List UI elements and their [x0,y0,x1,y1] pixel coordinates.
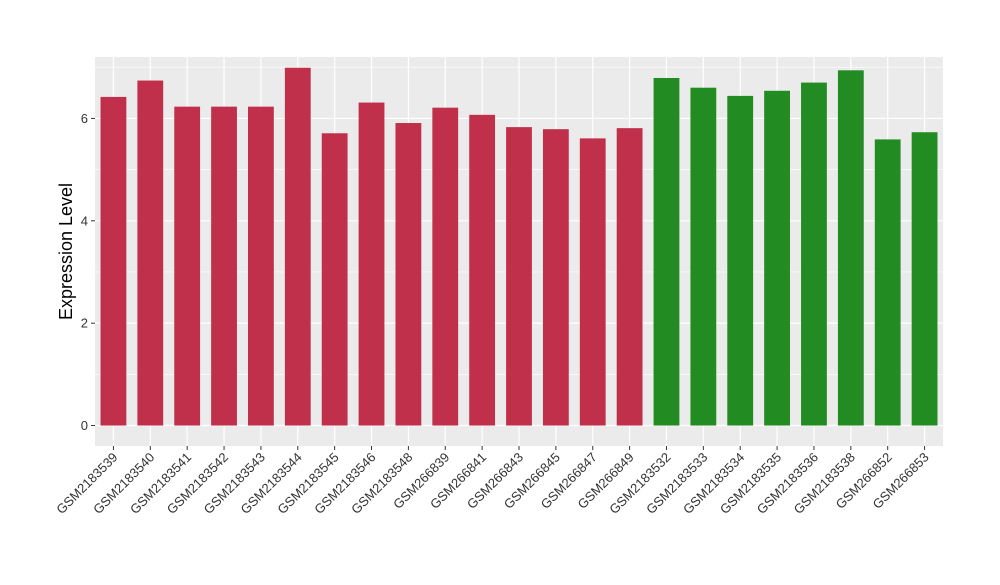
bar-GSM266853 [911,132,938,426]
bar-GSM2183535 [764,90,790,426]
bar-GSM266841 [469,114,496,426]
bar-GSM2183545 [321,133,348,426]
bar-GSM2183540 [137,80,164,426]
bar-GSM266849 [616,128,643,426]
bar-GSM2183542 [211,106,237,426]
bar-GSM266839 [432,107,459,426]
bar-GSM2183546 [358,102,385,426]
bar-GSM2183533 [690,87,717,426]
y-tick-label: 0 [81,418,88,433]
y-axis: 0 2 4 6 [81,111,95,433]
bar-GSM2183539 [100,96,127,426]
bar-GSM2183548 [395,123,422,426]
y-axis-title: Expression Level [56,183,76,320]
bars [100,67,938,426]
bar-GSM266843 [506,127,532,426]
bar-GSM266852 [874,139,901,426]
bar-GSM2183544 [284,67,311,426]
bar-GSM2183534 [727,95,754,426]
y-tick-label: 2 [81,316,88,331]
bar-GSM2183543 [248,106,274,426]
bar-GSM2183538 [837,70,864,426]
y-tick-label: 4 [81,213,88,228]
x-axis: GSM2183539GSM2183540GSM2183541GSM2183542… [53,446,932,517]
y-tick-label: 6 [81,111,88,126]
bar-GSM2183536 [801,82,827,426]
bar-GSM2183532 [653,77,680,426]
bar-GSM266845 [542,129,569,426]
bar-GSM266847 [579,138,606,426]
bar-GSM2183541 [174,106,201,426]
